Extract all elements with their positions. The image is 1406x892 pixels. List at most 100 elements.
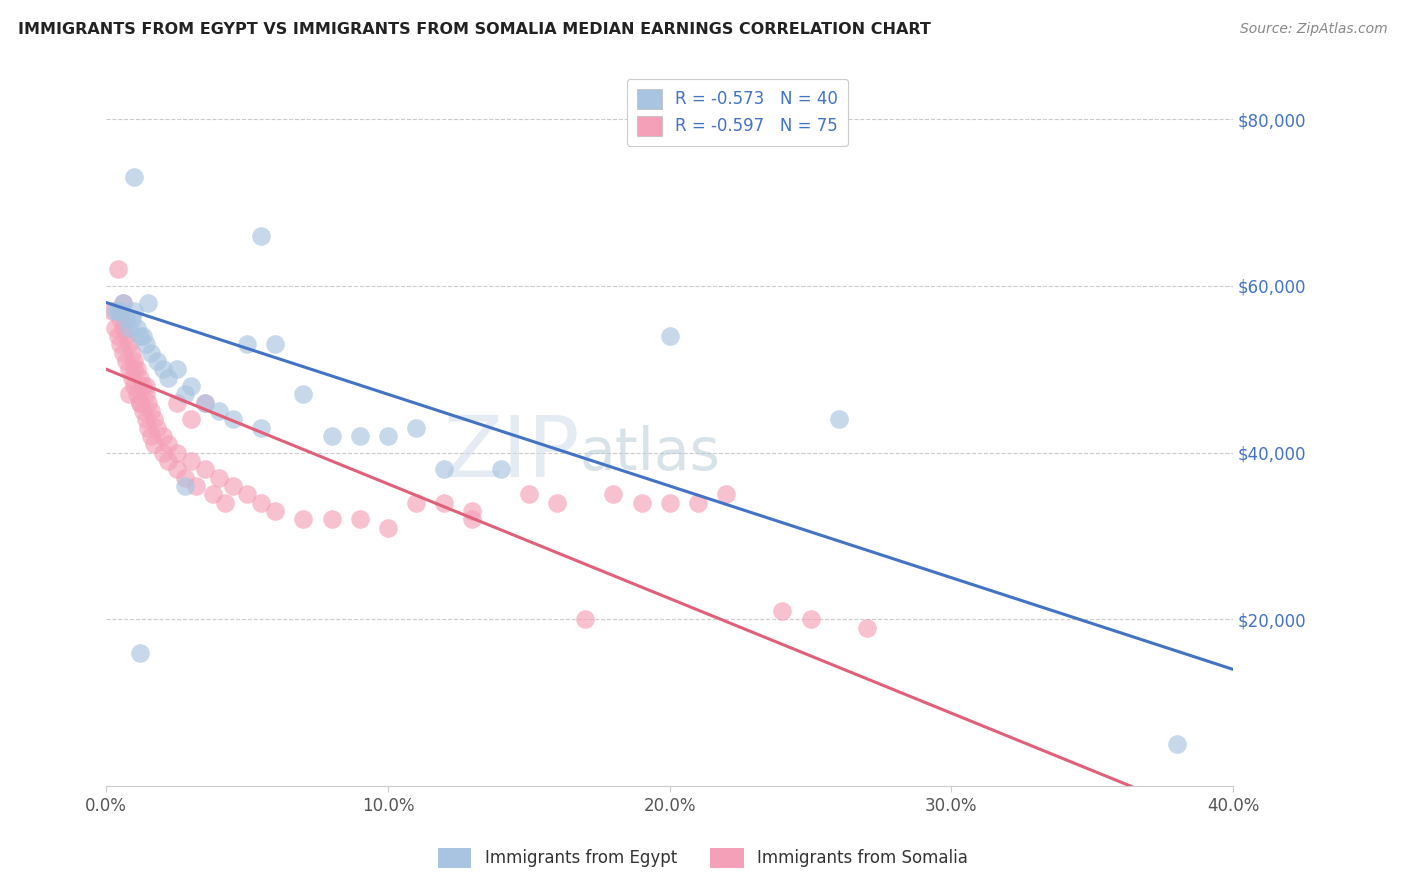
Point (135, 337, 157, 351)
Point (208, 404, 231, 418)
Point (104, 320, 127, 334)
Point (321, 512, 343, 526)
Point (115, 312, 138, 326)
Legend: R = -0.573   N = 40, R = -0.597   N = 75: R = -0.573 N = 40, R = -0.597 N = 75 (627, 78, 848, 146)
Point (250, 496, 273, 510)
Point (107, 304, 129, 318)
Point (194, 462, 217, 476)
Point (250, 228, 273, 243)
Point (321, 429, 343, 443)
Point (115, 354, 138, 368)
Point (157, 370, 180, 384)
Point (121, 312, 143, 326)
Legend: Immigrants from Egypt, Immigrants from Somalia: Immigrants from Egypt, Immigrants from S… (432, 841, 974, 875)
Point (222, 479, 245, 493)
Point (152, 445, 174, 459)
Point (104, 304, 127, 318)
Point (124, 170, 146, 185)
Point (461, 504, 484, 518)
Point (129, 395, 152, 409)
Point (686, 496, 709, 510)
Point (658, 329, 681, 343)
Point (129, 395, 152, 409)
Point (152, 429, 174, 443)
Text: ZIP: ZIP (443, 411, 579, 494)
Point (143, 437, 166, 451)
Point (124, 379, 146, 393)
Point (602, 487, 624, 501)
Point (146, 420, 169, 434)
Point (186, 479, 208, 493)
Text: IMMIGRANTS FROM EGYPT VS IMMIGRANTS FROM SOMALIA MEDIAN EARNINGS CORRELATION CHA: IMMIGRANTS FROM EGYPT VS IMMIGRANTS FROM… (18, 22, 931, 37)
Point (157, 454, 180, 468)
Text: atlas: atlas (579, 425, 720, 482)
Point (433, 462, 456, 476)
Point (107, 262, 129, 277)
Point (714, 487, 737, 501)
Point (152, 362, 174, 376)
Point (166, 445, 188, 459)
Point (405, 496, 427, 510)
Point (377, 521, 399, 535)
Point (1166, 738, 1188, 752)
Point (208, 470, 231, 484)
Point (118, 320, 141, 334)
Point (129, 370, 152, 384)
Point (110, 337, 132, 351)
Point (124, 362, 146, 376)
Point (132, 404, 155, 418)
Point (202, 487, 225, 501)
Point (138, 420, 160, 434)
Point (405, 420, 427, 434)
Point (517, 487, 540, 501)
Point (222, 412, 245, 426)
Point (856, 621, 879, 635)
Point (138, 295, 160, 310)
Point (129, 646, 152, 660)
Point (141, 404, 163, 418)
Point (630, 496, 652, 510)
Point (574, 612, 596, 626)
Point (101, 304, 124, 318)
Point (138, 395, 160, 409)
Point (112, 295, 135, 310)
Point (292, 387, 315, 401)
Point (236, 487, 259, 501)
Point (124, 304, 146, 318)
Point (433, 496, 456, 510)
Point (135, 412, 157, 426)
Point (141, 345, 163, 359)
Point (180, 454, 202, 468)
Point (118, 337, 141, 351)
Point (770, 604, 793, 618)
Point (127, 362, 149, 376)
Point (174, 479, 197, 493)
Point (174, 470, 197, 484)
Point (112, 295, 135, 310)
Point (121, 345, 143, 359)
Point (129, 329, 152, 343)
Point (146, 354, 169, 368)
Point (349, 512, 371, 526)
Point (166, 395, 188, 409)
Point (107, 329, 129, 343)
Point (800, 612, 823, 626)
Point (180, 379, 202, 393)
Point (174, 387, 197, 401)
Point (461, 512, 484, 526)
Point (489, 462, 512, 476)
Point (292, 512, 315, 526)
Point (214, 496, 236, 510)
Point (377, 429, 399, 443)
Point (118, 362, 141, 376)
Point (118, 387, 141, 401)
Point (658, 496, 681, 510)
Point (828, 412, 851, 426)
Point (264, 337, 287, 351)
Point (132, 329, 155, 343)
Point (112, 345, 135, 359)
Point (143, 412, 166, 426)
Point (236, 337, 259, 351)
Point (127, 387, 149, 401)
Point (194, 395, 217, 409)
